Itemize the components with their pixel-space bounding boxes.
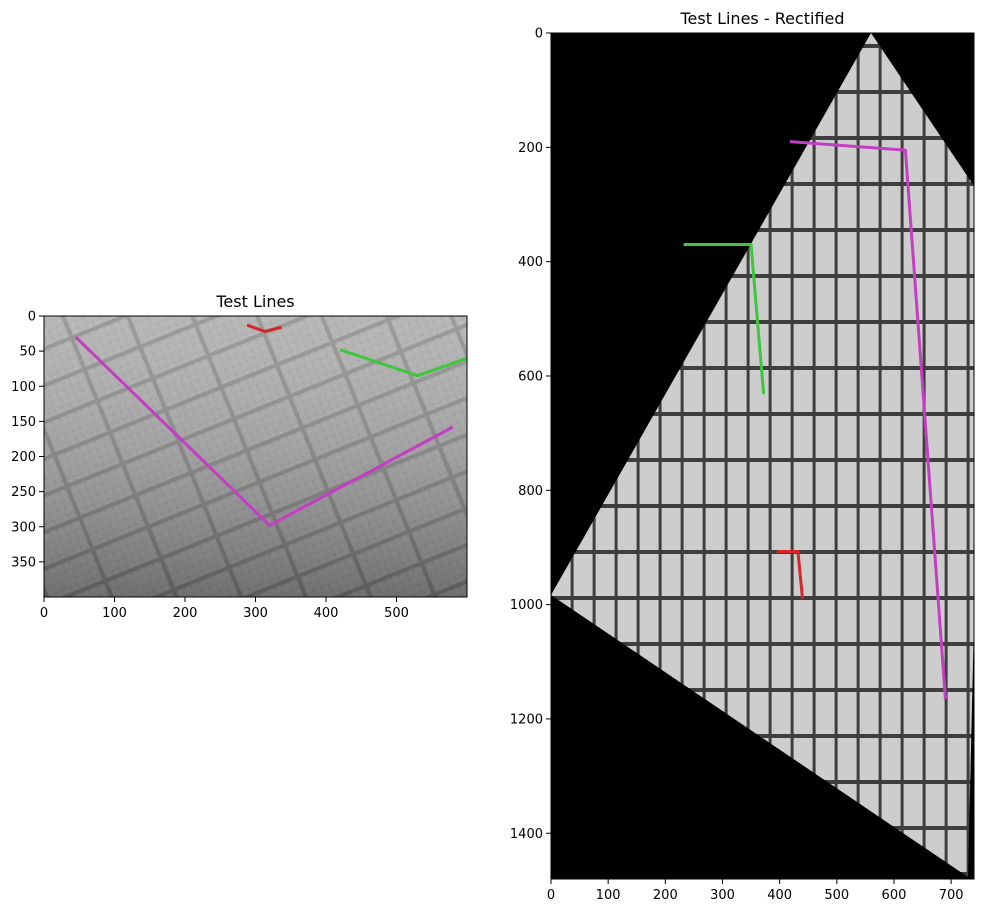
right-panel: Test Lines - Rectified 0 100 200 300 400 500 6… [510,9,975,903]
left-chart-title: Test Lines [215,292,294,311]
left-x-ticks: 0 100 200 300 400 500 [40,597,409,621]
right-x-tick-label: 200 [653,888,678,903]
left-y-tick-label: 200 [11,450,36,465]
right-x-tick-label: 700 [939,888,964,903]
left-y-tick-label: 100 [11,380,36,395]
right-x-tick-label: 0 [547,888,555,903]
left-y-tick-label: 350 [11,555,36,570]
left-x-tick-label: 500 [384,606,409,621]
right-photo [551,33,974,879]
left-y-tick-label: 50 [19,345,36,360]
left-x-tick-label: 100 [102,606,127,621]
right-y-tick-label: 200 [518,141,543,156]
right-y-tick-label: 1000 [510,598,543,613]
right-y-tick-label: 600 [518,369,543,384]
right-x-tick-label: 300 [710,888,735,903]
right-x-tick-label: 100 [596,888,621,903]
right-x-tick-label: 600 [882,888,907,903]
right-line-0 [776,549,805,600]
right-test-lines [683,140,947,700]
right-line-2 [789,140,947,700]
left-x-tick-label: 400 [314,606,339,621]
left-test-lines [74,323,468,527]
left-y-tick-label: 250 [11,485,36,500]
left-y-ticks: 0 50 100 150 200 250 300 350 [11,310,44,570]
right-y-tick-label: 400 [518,255,543,270]
right-y-tick-label: 1400 [510,827,543,842]
left-photo [44,316,467,597]
left-x-tick-label: 0 [40,606,48,621]
right-x-ticks: 0 100 200 300 400 500 600 700 [547,879,964,903]
left-y-tick-label: 300 [11,520,36,535]
left-line-2 [74,335,454,527]
left-panel: Test Lines 0 100 200 300 400 500 0 50 100 150 200… [11,292,468,621]
right-axes-frame [550,32,975,880]
right-x-tick-label: 400 [767,888,792,903]
right-chart-title: Test Lines - Rectified [679,9,844,28]
right-y-ticks: 0 200 400 600 800 1000 1200 1400 [510,27,551,842]
right-y-tick-label: 0 [535,27,543,42]
right-y-tick-label: 800 [518,484,543,499]
left-line-1 [339,348,468,378]
left-x-tick-label: 200 [173,606,198,621]
left-y-tick-label: 0 [28,310,36,325]
left-line-0 [246,323,282,333]
right-x-tick-label: 500 [824,888,849,903]
left-y-tick-label: 150 [11,415,36,430]
right-y-tick-label: 1200 [510,712,543,727]
right-line-1 [683,243,766,395]
left-x-tick-label: 300 [243,606,268,621]
